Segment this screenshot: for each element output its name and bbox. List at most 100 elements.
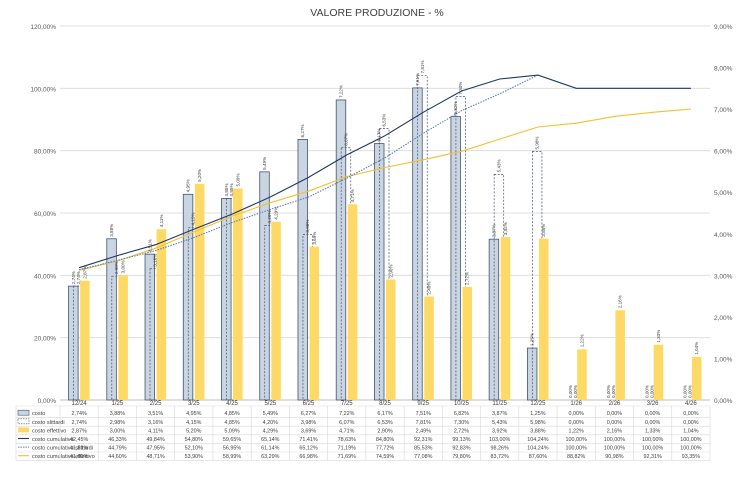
category-label: 4/25 bbox=[226, 401, 238, 407]
right-tick-label: 2,00% bbox=[714, 315, 733, 322]
left-tick-label: 60,00% bbox=[34, 211, 56, 218]
table-cell: 0,00% bbox=[607, 420, 622, 426]
category-label: 11/25 bbox=[492, 401, 507, 407]
table-cell: 46,33% bbox=[108, 437, 126, 443]
right-tick-label: 8,00% bbox=[714, 66, 733, 73]
bar-label-costo: 0,00% bbox=[644, 385, 649, 398]
table-cell: 4,20% bbox=[263, 420, 278, 426]
bar-costo bbox=[144, 253, 155, 401]
right-tick-label: 0,00% bbox=[714, 398, 733, 405]
table-cell: 47,95% bbox=[146, 446, 164, 452]
table-row-label: costo slittardi bbox=[32, 420, 65, 426]
bar-costo-effettivo bbox=[233, 188, 243, 400]
bar-costo-effettivo bbox=[424, 296, 434, 400]
bar-label-costo-slittardi: 0,00% bbox=[649, 385, 654, 398]
right-tick-label: 3,00% bbox=[714, 273, 733, 280]
table-cell: 56,95% bbox=[223, 446, 241, 452]
table-cell: 79,80% bbox=[452, 454, 470, 460]
table-cell: 100,00% bbox=[566, 437, 587, 443]
bar-label-costo: 3,87% bbox=[491, 224, 496, 237]
table-cell: 7,30% bbox=[454, 420, 469, 426]
table-cell: 2,49% bbox=[416, 428, 431, 434]
gridlines bbox=[60, 25, 710, 401]
bar-label-costo-effettivo: 5,09% bbox=[235, 173, 240, 186]
table-cell: 104,24% bbox=[527, 437, 548, 443]
table-cell: 4,15% bbox=[186, 420, 201, 426]
table-cell: 83,72% bbox=[491, 454, 509, 460]
right-tick-label: 9,00% bbox=[714, 24, 733, 31]
right-tick-label: 4,00% bbox=[714, 232, 733, 239]
bar-costo-slittardi bbox=[264, 225, 275, 401]
bar-label-costo: 6,17% bbox=[377, 129, 382, 142]
table-cell: 2,90% bbox=[377, 428, 392, 434]
line-costo-cumulativo bbox=[78, 74, 691, 269]
bar-label-costo-effettivo: 2,49% bbox=[427, 281, 432, 294]
line-costo-cumulativo-slittardi bbox=[78, 74, 539, 271]
bar-label-costo: 7,22% bbox=[338, 85, 343, 98]
bar-label-costo-slittardi: 7,30% bbox=[458, 82, 463, 95]
category-label: 10/25 bbox=[454, 401, 470, 407]
table-cell: 5,20% bbox=[186, 428, 201, 434]
right-tick-label: 1,00% bbox=[714, 356, 733, 363]
bar-costo-slittardi bbox=[455, 96, 466, 401]
bar-label-costo: 4,95% bbox=[186, 179, 191, 192]
table-cell: 99,13% bbox=[452, 437, 470, 443]
table-cell: 3,51% bbox=[148, 411, 163, 417]
bar-label-costo-effettivo: 1,04% bbox=[694, 342, 699, 355]
table-cell: 3,16% bbox=[148, 420, 163, 426]
table-cell: 92,31% bbox=[643, 454, 661, 460]
table-cell: 6,17% bbox=[377, 411, 392, 417]
table-cell: 2,87% bbox=[71, 428, 86, 434]
table-cell: 77,72% bbox=[376, 446, 394, 452]
table-cell: 100,00% bbox=[604, 446, 625, 452]
table-cell: 0,00% bbox=[683, 420, 698, 426]
bar-label-costo-slittardi: 5,98% bbox=[535, 136, 540, 149]
bar-costo-effettivo bbox=[80, 280, 90, 400]
bar-costo-effettivo bbox=[347, 204, 358, 400]
left-axis: 0,00% 20,00% 40,00% 60,00% 80,00% 100,00% 120,… bbox=[30, 24, 56, 405]
table-cell: 100,00% bbox=[566, 446, 587, 452]
table-cell: 5,98% bbox=[530, 420, 545, 426]
table-cell: 4,29% bbox=[263, 428, 278, 434]
table-cell: 71,19% bbox=[338, 446, 356, 452]
table-cell: 0,00% bbox=[569, 420, 584, 426]
bar-labels-layer: 2,74% 2,74% 2,87%3,88%2,98% 3,00%3,51%3,16%… bbox=[71, 60, 699, 398]
table-cell: 6,07% bbox=[339, 420, 354, 426]
table-cell: 2,16% bbox=[607, 428, 622, 434]
table-cell: 103,00% bbox=[489, 437, 510, 443]
bar-label-costo-effettivo: 4,71% bbox=[350, 189, 355, 202]
table-cell: 100,00% bbox=[680, 446, 701, 452]
bar-label-costo: 7,51% bbox=[415, 73, 420, 86]
category-label: 3/25 bbox=[188, 401, 200, 407]
table-cell: 63,29% bbox=[261, 454, 279, 460]
bar-label-costo-effettivo: 2,87% bbox=[82, 266, 87, 279]
bar-costo-effettivo bbox=[271, 221, 281, 400]
bar-label-costo-effettivo: 4,29% bbox=[274, 207, 279, 220]
category-label: 3/26 bbox=[647, 401, 659, 407]
bars-layer bbox=[68, 75, 702, 401]
bar-label-costo-slittardi: 6,07% bbox=[343, 133, 348, 146]
bar-label-costo-slittardi: 7,81% bbox=[420, 60, 425, 73]
bar-label-costo-effettivo: 3,69% bbox=[312, 232, 317, 245]
left-tick-label: 120,00% bbox=[30, 24, 56, 31]
table-cell: 87,60% bbox=[529, 454, 547, 460]
category-label: 5/25 bbox=[264, 401, 276, 407]
line-costo-cumulativo-effettivo bbox=[78, 108, 691, 271]
table-cell: 92,31% bbox=[414, 437, 432, 443]
bar-costo bbox=[297, 139, 308, 401]
bar-label-costo: 6,82% bbox=[453, 102, 458, 115]
table-cell: 1,04% bbox=[683, 428, 698, 434]
bar-costo-slittardi bbox=[493, 174, 505, 401]
table-cell: 84,80% bbox=[376, 437, 394, 443]
bar-label-costo: 4,85% bbox=[224, 183, 229, 196]
bar-label-costo-effettivo: 3,92% bbox=[503, 222, 508, 235]
table-cell: 58,99% bbox=[223, 454, 241, 460]
category-label: 1/26 bbox=[570, 401, 582, 407]
table-cell: 1,22% bbox=[569, 428, 584, 434]
table-cell: 71,41% bbox=[299, 437, 317, 443]
bar-label-costo-slittardi: 2,74% bbox=[76, 271, 81, 284]
legend-key-costo bbox=[17, 409, 30, 416]
table-cell: 4,71% bbox=[339, 428, 354, 434]
table-cell: 0,00% bbox=[607, 411, 622, 417]
